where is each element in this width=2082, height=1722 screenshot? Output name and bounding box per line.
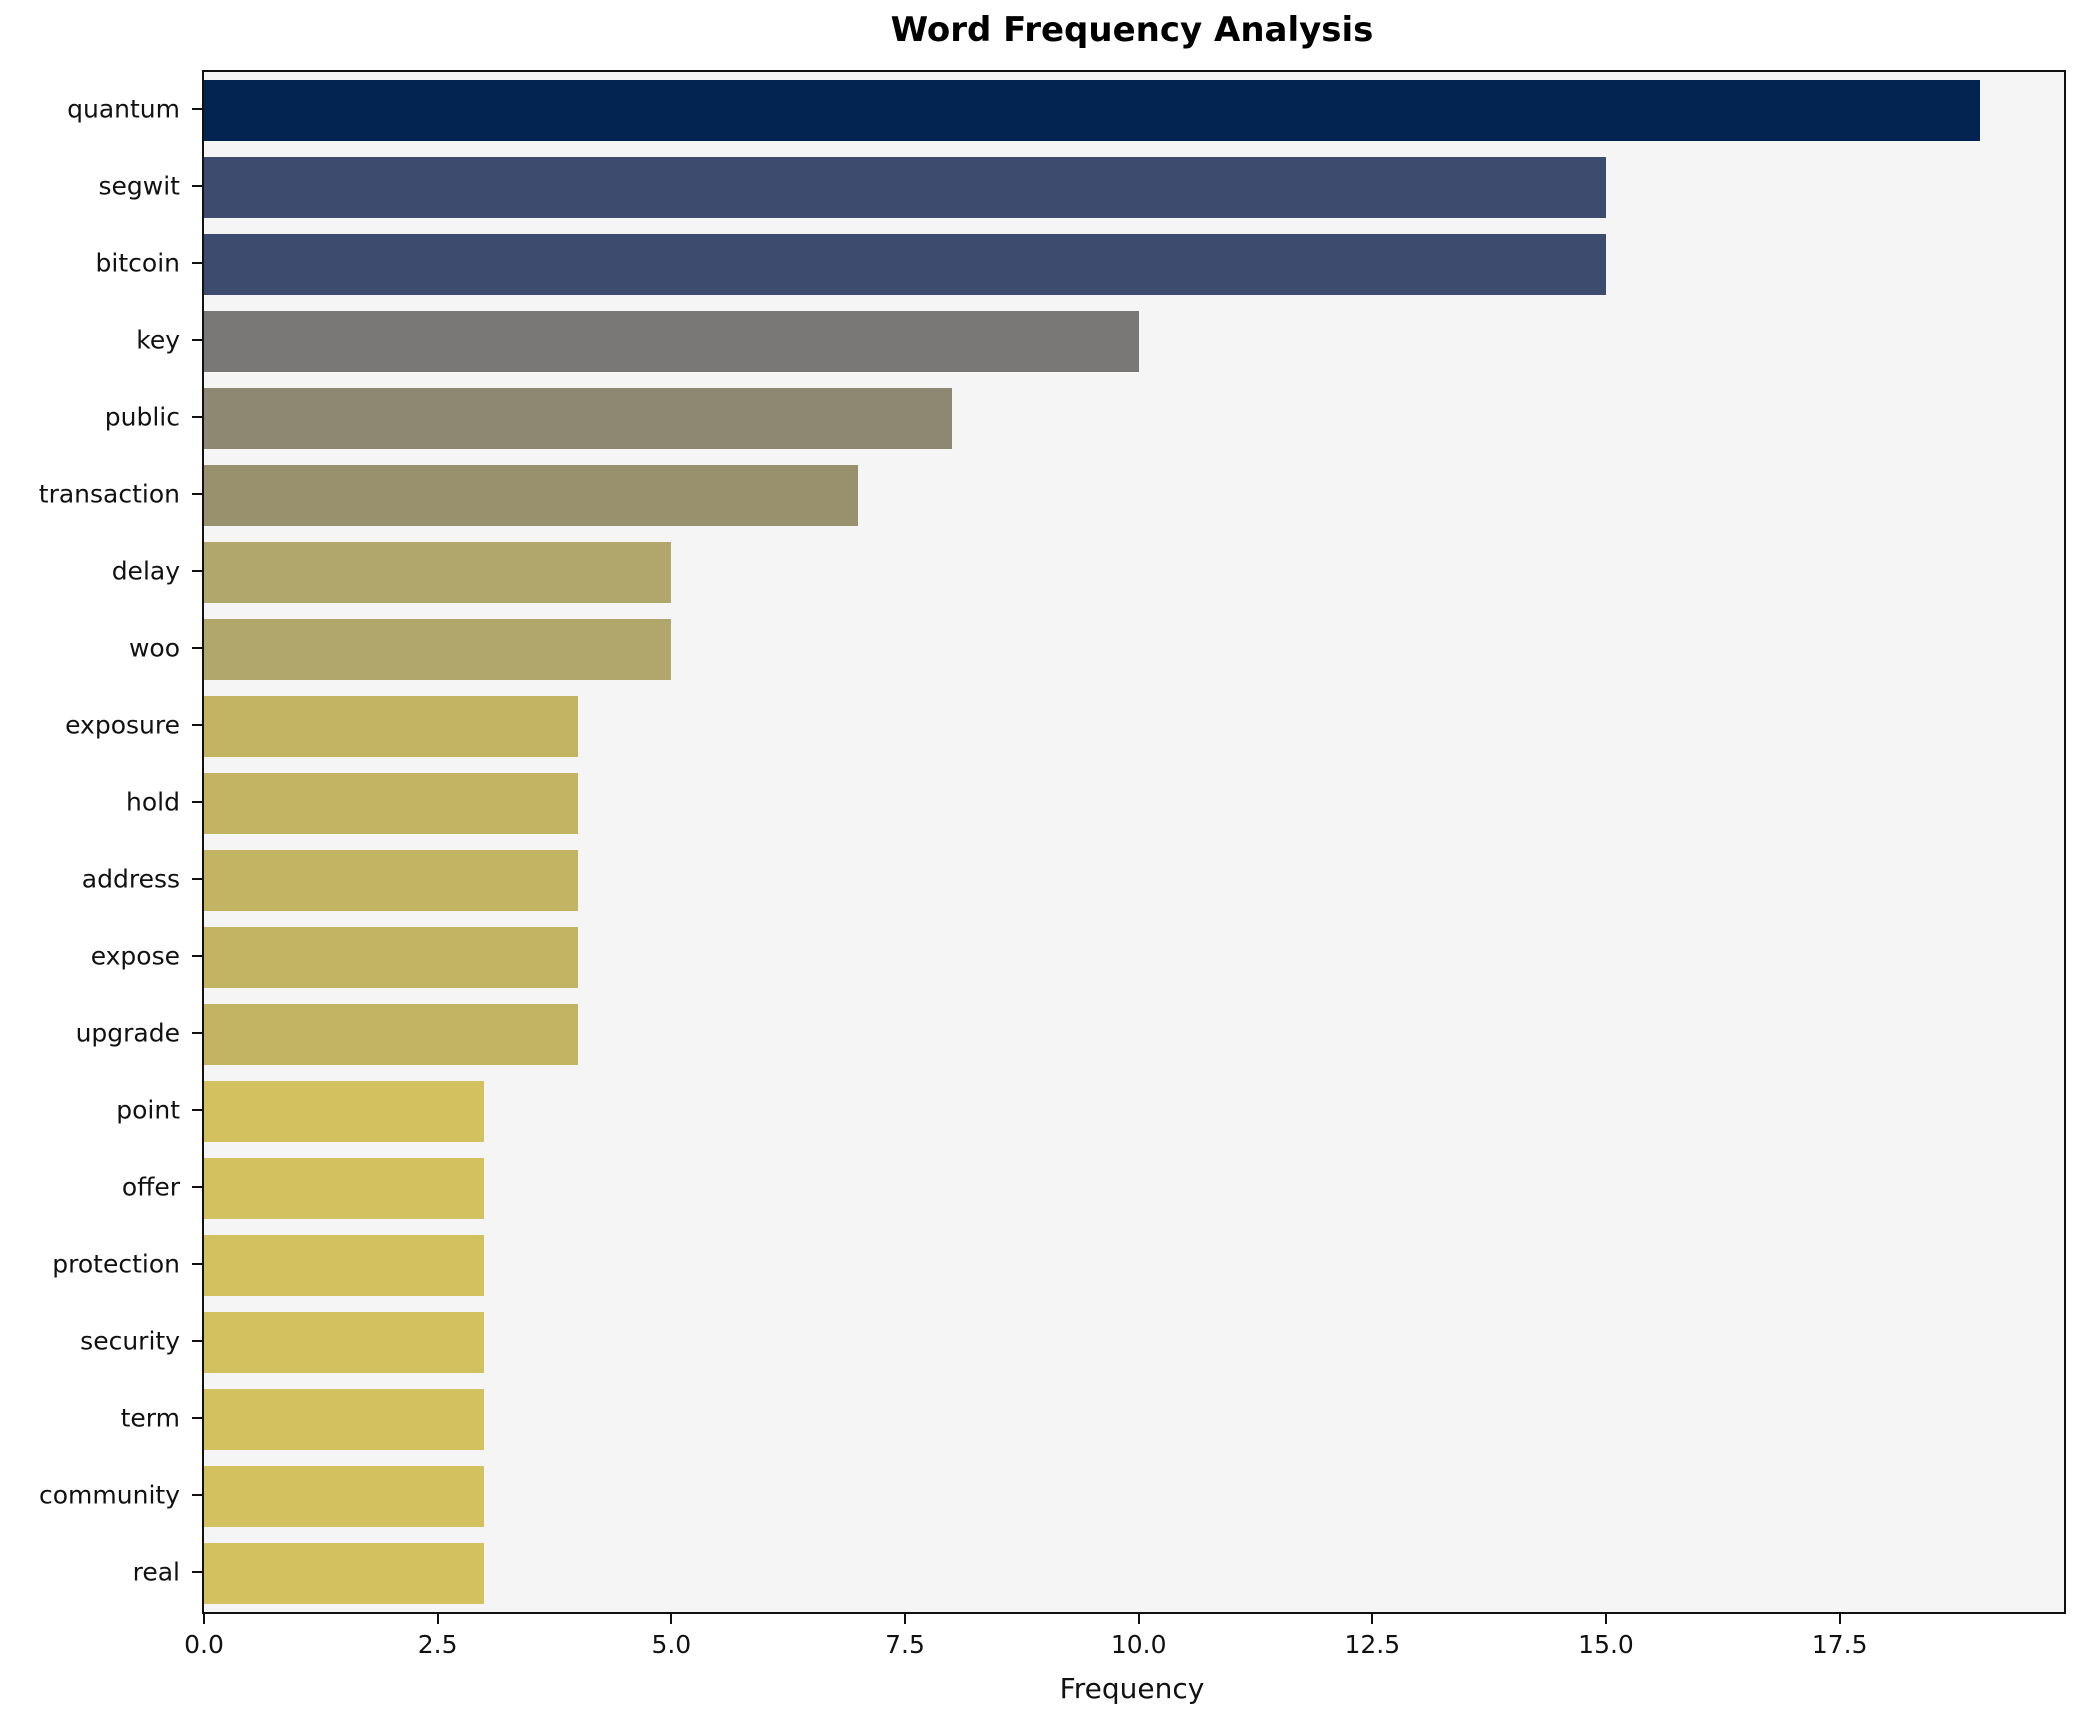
bar-public — [204, 387, 952, 450]
bar-term — [204, 1388, 485, 1451]
y-tick-mark — [192, 1339, 202, 1342]
x-tick-label-0.0: 0.0 — [184, 1630, 224, 1659]
y-tick-label-upgrade: upgrade — [75, 1018, 180, 1047]
bar-bitcoin — [204, 233, 1606, 296]
y-tick-label-transaction: transaction — [38, 479, 180, 508]
x-tick-label-15.0: 15.0 — [1578, 1630, 1634, 1659]
bar-address — [204, 849, 578, 912]
y-tick-mark — [192, 800, 202, 803]
x-tick-mark — [1137, 1614, 1140, 1624]
x-tick-label-5.0: 5.0 — [651, 1630, 692, 1659]
y-tick-mark — [192, 492, 202, 495]
bar-community — [204, 1465, 485, 1528]
bar-protection — [204, 1234, 485, 1297]
y-tick-label-delay: delay — [111, 556, 180, 585]
y-tick-label-address: address — [81, 864, 180, 893]
plot-area — [202, 70, 2066, 1614]
y-tick-label-protection: protection — [52, 1249, 180, 1278]
bar-exposure — [204, 695, 578, 758]
y-tick-mark — [192, 1416, 202, 1419]
y-tick-label-hold: hold — [126, 787, 180, 816]
bar-delay — [204, 541, 672, 604]
y-tick-mark — [192, 261, 202, 264]
y-tick-mark — [192, 415, 202, 418]
bar-upgrade — [204, 1003, 578, 1066]
y-tick-label-point: point — [116, 1095, 180, 1124]
x-tick-label-17.5: 17.5 — [1811, 1630, 1868, 1659]
bar-security — [204, 1311, 485, 1374]
bar-quantum — [204, 79, 1980, 142]
x-tick-mark — [670, 1614, 673, 1624]
y-tick-label-expose: expose — [90, 941, 180, 970]
bar-key — [204, 310, 1139, 373]
x-tick-mark — [1371, 1614, 1374, 1624]
x-tick-mark — [1838, 1614, 1841, 1624]
y-tick-mark — [192, 1493, 202, 1496]
y-tick-mark — [192, 184, 202, 187]
y-tick-mark — [192, 646, 202, 649]
y-tick-mark — [192, 569, 202, 572]
bar-segwit — [204, 156, 1606, 219]
y-tick-mark — [192, 1031, 202, 1034]
y-tick-label-bitcoin: bitcoin — [95, 248, 180, 277]
x-axis-label: Frequency — [1059, 1672, 1205, 1705]
y-tick-label-woo: woo — [128, 633, 180, 662]
y-tick-label-quantum: quantum — [67, 94, 180, 123]
y-tick-mark — [192, 1108, 202, 1111]
chart-title: Word Frequency Analysis — [890, 10, 1374, 50]
y-tick-label-key: key — [136, 325, 180, 354]
x-tick-label-7.5: 7.5 — [885, 1630, 925, 1659]
x-tick-mark — [1605, 1614, 1607, 1624]
x-tick-mark — [904, 1614, 906, 1624]
bar-real — [204, 1542, 485, 1605]
x-tick-label-2.5: 2.5 — [417, 1630, 458, 1659]
y-tick-label-segwit: segwit — [98, 171, 180, 200]
y-tick-mark — [192, 723, 202, 726]
y-tick-mark — [192, 338, 202, 341]
x-tick-mark — [436, 1614, 439, 1624]
y-tick-mark — [192, 1185, 202, 1188]
y-tick-label-public: public — [104, 402, 180, 431]
x-tick-label-10.0: 10.0 — [1110, 1630, 1167, 1659]
bar-expose — [204, 926, 578, 989]
x-tick-label-12.5: 12.5 — [1344, 1630, 1401, 1659]
y-tick-label-security: security — [80, 1326, 180, 1355]
bar-woo — [204, 618, 672, 681]
bar-transaction — [204, 464, 859, 527]
y-tick-mark — [192, 877, 202, 880]
y-tick-mark — [192, 954, 202, 957]
y-tick-mark — [192, 1570, 202, 1573]
x-tick-mark — [203, 1614, 205, 1624]
y-tick-label-community: community — [39, 1480, 180, 1509]
y-tick-label-term: term — [120, 1403, 180, 1432]
y-tick-mark — [192, 1262, 202, 1265]
y-tick-label-offer: offer — [121, 1172, 180, 1201]
y-tick-label-exposure: exposure — [65, 710, 180, 739]
bar-point — [204, 1080, 485, 1143]
y-tick-mark — [192, 107, 202, 110]
y-tick-label-real: real — [132, 1557, 180, 1586]
bar-offer — [204, 1157, 485, 1220]
bar-hold — [204, 772, 578, 835]
